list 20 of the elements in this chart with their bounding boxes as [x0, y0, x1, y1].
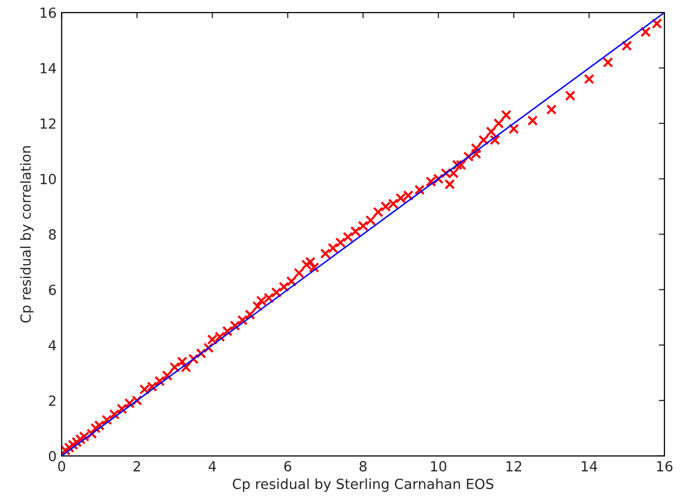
y-tick-label: 16 [40, 7, 56, 18]
y-tick-label: 4 [48, 340, 56, 350]
x-tick-label: 6 [284, 461, 292, 472]
y-tick-label: 14 [40, 63, 56, 74]
y-axis-title: Cp residual by correlation [20, 146, 34, 323]
x-tick-label: 8 [360, 461, 367, 472]
x-axis-title: Cp residual by Sterling Carnahan EOS [232, 478, 494, 492]
x-tick-label: 0 [58, 461, 66, 472]
y-tick-label: 6 [48, 284, 56, 296]
y-tick-label: 10 [40, 174, 56, 184]
x-tick-label: 12 [506, 461, 522, 472]
y-tick-label: 8 [48, 229, 56, 240]
y-tick-label: 0 [48, 450, 56, 462]
y-tick-label: 2 [48, 395, 56, 406]
y-tick-label: 12 [40, 118, 56, 129]
x-tick-label: 4 [208, 461, 216, 472]
x-tick-label: 16 [657, 461, 672, 472]
x-tick-label: 14 [582, 461, 598, 472]
x-tick-label: 2 [134, 461, 140, 472]
x-tick-label: 10 [431, 461, 446, 472]
